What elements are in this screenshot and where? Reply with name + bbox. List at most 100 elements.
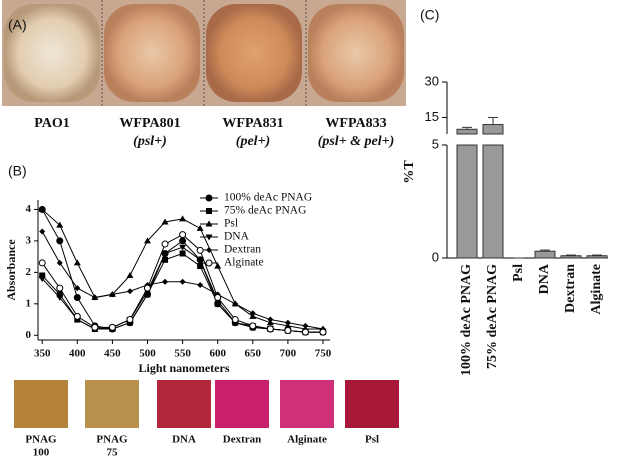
legend-marker [206, 208, 212, 214]
x-tick-label: 100% deAc PNAG [459, 264, 474, 376]
marker [161, 240, 169, 248]
legend-label: 100% deAc PNAG [224, 192, 312, 204]
dish-photo [206, 4, 302, 102]
x-tick-label: 550 [174, 348, 191, 360]
marker [161, 218, 169, 225]
marker [109, 291, 116, 298]
x-tick-label: Dextran [563, 264, 578, 313]
marker [91, 323, 99, 331]
marker [196, 246, 204, 254]
marker [39, 228, 46, 235]
y-tick-label: 2 [26, 266, 32, 278]
marker [179, 237, 187, 245]
y-tick-label: 5 [432, 136, 439, 151]
y-tick-label: 30 [425, 73, 439, 88]
strain-genotype: (pel+) [236, 134, 270, 149]
marker [74, 285, 81, 292]
swatch-label: DNA [172, 434, 196, 446]
marker [144, 284, 151, 292]
x-tick-label: 450 [104, 348, 121, 360]
marker [73, 259, 81, 266]
marker [284, 319, 291, 326]
marker [232, 300, 239, 307]
strain-genotype: (psl+ & pel+) [318, 134, 395, 149]
legend-label: Dextran [224, 244, 261, 256]
legend-label: DNA [224, 231, 250, 243]
series-line [41, 209, 323, 330]
x-tick-label: Alginate [589, 264, 604, 315]
marker [179, 244, 187, 251]
panel-label: (B) [8, 163, 27, 179]
swatch [345, 380, 399, 428]
marker [56, 221, 64, 228]
legend-label: Alginate [224, 257, 264, 269]
dish-photo [308, 4, 404, 102]
marker [56, 237, 64, 245]
marker [179, 250, 186, 257]
bar [456, 128, 478, 135]
marker [231, 316, 239, 324]
y-axis-label: %T [402, 160, 417, 184]
x-tick-label: 350 [34, 348, 51, 360]
series-line [41, 209, 323, 333]
marker [126, 272, 134, 279]
marker [214, 262, 222, 269]
legend-marker [206, 247, 212, 253]
legend-marker [205, 234, 213, 241]
marker [249, 322, 257, 330]
marker [108, 323, 116, 331]
marker [284, 327, 292, 335]
swatch [85, 380, 139, 428]
strain-genotype: (psl+) [133, 134, 167, 149]
bar [586, 255, 608, 259]
marker [301, 328, 309, 336]
marker [197, 281, 204, 288]
marker [39, 272, 46, 279]
strain-name: PAO1 [34, 116, 70, 131]
swatch-label: PNAG [25, 434, 57, 446]
marker [56, 259, 63, 266]
legend-label: 75% deAc PNAG [224, 205, 306, 217]
x-tick-label: DNA [537, 263, 552, 294]
swatch-label: 100 [33, 447, 50, 458]
x-axis-label: Light nanometers [139, 361, 230, 375]
marker [38, 259, 46, 267]
x-tick-label: 650 [245, 348, 262, 360]
y-tick-label: 3 [26, 234, 32, 246]
strain-name: WFPA831 [222, 116, 283, 131]
series-line [41, 246, 323, 333]
swatch [280, 380, 334, 428]
y-tick-label: 1 [26, 297, 32, 309]
x-tick-label: 400 [69, 348, 86, 360]
bar [456, 144, 478, 259]
marker [56, 295, 64, 302]
marker [267, 316, 274, 323]
legend-marker [205, 194, 213, 202]
x-tick-label: 500 [139, 348, 156, 360]
marker [179, 278, 186, 285]
marker [126, 288, 133, 295]
marker [197, 263, 204, 270]
marker [179, 215, 187, 222]
bar [560, 255, 582, 259]
x-tick-label: 750 [315, 348, 332, 360]
marker [144, 237, 151, 244]
marker [249, 310, 256, 317]
swatch-label: 75 [107, 447, 119, 458]
swatch-label: PNAG [96, 434, 128, 446]
marker [196, 224, 204, 231]
x-tick-label: 600 [209, 348, 226, 360]
y-tick-label: 4 [26, 203, 32, 215]
swatch [157, 380, 211, 428]
marker [91, 294, 98, 301]
y-axis-label: Absorbance [4, 239, 18, 301]
y-tick-label: 0 [26, 329, 32, 341]
marker [38, 205, 46, 212]
swatch-label: Alginate [287, 434, 327, 446]
marker [162, 278, 169, 285]
swatch-label: Dextran [223, 434, 262, 446]
marker [266, 325, 274, 333]
dish-photo [4, 4, 100, 102]
swatch [215, 380, 269, 428]
